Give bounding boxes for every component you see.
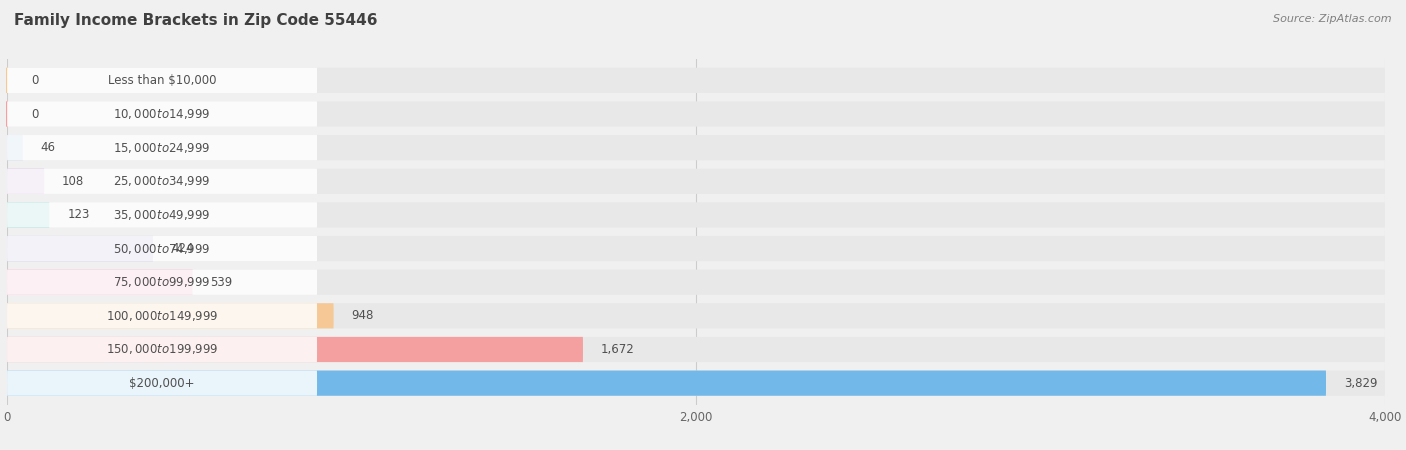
Text: Family Income Brackets in Zip Code 55446: Family Income Brackets in Zip Code 55446 [14, 14, 378, 28]
FancyBboxPatch shape [7, 270, 1385, 295]
FancyBboxPatch shape [7, 169, 318, 194]
FancyBboxPatch shape [7, 135, 1385, 160]
FancyBboxPatch shape [7, 270, 193, 295]
Text: $200,000+: $200,000+ [129, 377, 195, 390]
Text: $15,000 to $24,999: $15,000 to $24,999 [114, 141, 211, 155]
Text: $10,000 to $14,999: $10,000 to $14,999 [114, 107, 211, 121]
FancyBboxPatch shape [7, 303, 318, 328]
Text: 46: 46 [41, 141, 56, 154]
FancyBboxPatch shape [7, 370, 318, 396]
Text: 1,672: 1,672 [600, 343, 634, 356]
FancyBboxPatch shape [7, 303, 333, 328]
Text: 948: 948 [352, 309, 374, 322]
FancyBboxPatch shape [7, 337, 583, 362]
FancyBboxPatch shape [7, 101, 1385, 126]
FancyBboxPatch shape [7, 169, 44, 194]
Text: $100,000 to $149,999: $100,000 to $149,999 [105, 309, 218, 323]
Text: 539: 539 [211, 276, 233, 289]
FancyBboxPatch shape [7, 202, 1385, 228]
FancyBboxPatch shape [7, 169, 1385, 194]
FancyBboxPatch shape [7, 68, 1385, 93]
Text: 3,829: 3,829 [1344, 377, 1378, 390]
FancyBboxPatch shape [7, 236, 153, 261]
FancyBboxPatch shape [7, 202, 318, 228]
FancyBboxPatch shape [7, 370, 1385, 396]
Text: 0: 0 [31, 108, 38, 121]
Text: Less than $10,000: Less than $10,000 [108, 74, 217, 87]
FancyBboxPatch shape [7, 303, 1385, 328]
Text: $50,000 to $74,999: $50,000 to $74,999 [114, 242, 211, 256]
Text: $150,000 to $199,999: $150,000 to $199,999 [105, 342, 218, 356]
FancyBboxPatch shape [7, 135, 22, 160]
Text: 424: 424 [172, 242, 194, 255]
FancyBboxPatch shape [7, 337, 318, 362]
FancyBboxPatch shape [7, 236, 318, 261]
FancyBboxPatch shape [7, 370, 1326, 396]
Text: 0: 0 [31, 74, 38, 87]
FancyBboxPatch shape [7, 135, 318, 160]
Text: Source: ZipAtlas.com: Source: ZipAtlas.com [1274, 14, 1392, 23]
FancyBboxPatch shape [7, 101, 318, 126]
Text: $25,000 to $34,999: $25,000 to $34,999 [114, 174, 211, 188]
Text: $35,000 to $49,999: $35,000 to $49,999 [114, 208, 211, 222]
Text: $75,000 to $99,999: $75,000 to $99,999 [114, 275, 211, 289]
FancyBboxPatch shape [7, 202, 49, 228]
FancyBboxPatch shape [7, 68, 318, 93]
Text: 108: 108 [62, 175, 84, 188]
Text: 123: 123 [67, 208, 90, 221]
FancyBboxPatch shape [7, 270, 318, 295]
FancyBboxPatch shape [7, 337, 1385, 362]
FancyBboxPatch shape [7, 236, 1385, 261]
